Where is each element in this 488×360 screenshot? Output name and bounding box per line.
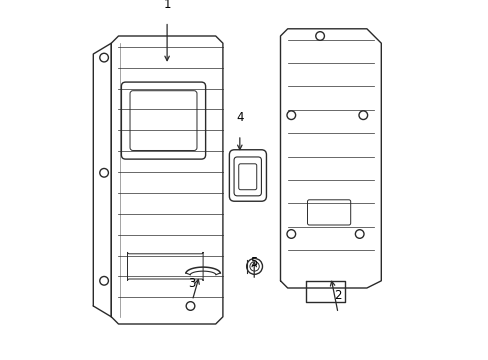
Text: 4: 4: [236, 111, 243, 124]
Text: 5: 5: [250, 256, 257, 269]
Text: 1: 1: [163, 0, 170, 11]
Text: 2: 2: [334, 289, 341, 302]
Text: 3: 3: [188, 277, 196, 290]
